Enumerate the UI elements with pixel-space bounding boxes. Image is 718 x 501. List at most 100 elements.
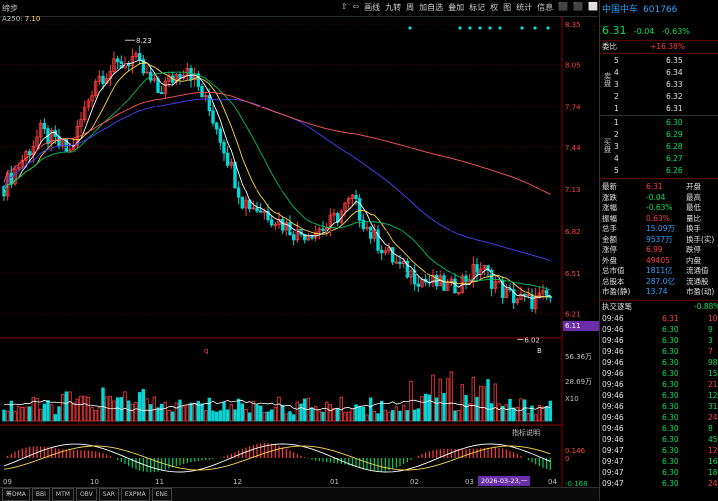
toolbar-item[interactable]: 权 xyxy=(490,3,499,12)
tick-row: 09:46 6.30 8 xyxy=(602,423,716,435)
volume-bar xyxy=(178,399,182,422)
stat-label-2: 换手(实) xyxy=(686,234,715,244)
volume-bar xyxy=(64,391,69,422)
stat-label: 涨停 xyxy=(602,245,617,254)
candle-body xyxy=(79,119,83,127)
volume-bar xyxy=(115,397,120,422)
wei-bi-row: 委比 +16.38% xyxy=(602,41,716,53)
window-control-icon[interactable]: ⬛ xyxy=(558,2,569,11)
candle-body xyxy=(93,80,98,97)
buy-label: 买盘 xyxy=(603,138,612,153)
indicator-tab[interactable]: SAR xyxy=(98,488,119,501)
window-control-icon[interactable]: ⬛ xyxy=(573,2,584,11)
price-pane[interactable] xyxy=(2,45,553,314)
ticks-header-pct: -0.88% xyxy=(694,302,718,311)
toolbar-item[interactable]: ⇦ xyxy=(352,2,360,11)
stat-value: 6.31 xyxy=(646,182,663,191)
volume-bar xyxy=(475,396,479,422)
candle-body xyxy=(328,214,333,229)
toolbar-item[interactable]: 叠加 xyxy=(448,3,465,12)
toolbar-item[interactable]: 周 xyxy=(406,3,415,12)
indicator-tab[interactable]: BBI xyxy=(31,488,50,501)
toolbar-item[interactable]: 统计 xyxy=(516,3,533,12)
tick-volume: 15 xyxy=(708,369,718,378)
signal-marker xyxy=(468,26,472,30)
toolbar-item[interactable]: 加自选 xyxy=(419,3,444,12)
divider xyxy=(600,300,718,301)
indicator-tab[interactable]: ENE xyxy=(151,488,172,501)
volume-bar xyxy=(148,404,153,422)
candle-body xyxy=(174,74,179,83)
candle-body xyxy=(49,130,54,144)
candle-body xyxy=(284,222,289,231)
toolbar-item[interactable]: 标记 xyxy=(469,3,486,12)
indicator-tab[interactable]: OBV xyxy=(75,488,97,501)
tick-volume: 31 xyxy=(708,402,718,411)
toolbar-item[interactable]: ⇧ xyxy=(340,2,348,11)
indicator-tab[interactable]: 筹DMA xyxy=(2,488,30,501)
candle-body xyxy=(251,207,256,210)
x-marker: q xyxy=(204,347,208,355)
volume-bar xyxy=(541,406,545,422)
volume-bar xyxy=(449,371,454,422)
candle-body xyxy=(130,56,135,66)
macd-dif-line xyxy=(3,443,551,473)
candle-body xyxy=(211,110,215,124)
volume-bar xyxy=(233,409,237,422)
toolbar-item[interactable]: 信息 xyxy=(537,3,554,12)
volume-bar xyxy=(2,409,6,422)
tick-time: 09:46 xyxy=(602,380,624,389)
volume-bar xyxy=(60,394,65,422)
candle-body xyxy=(159,92,164,95)
window-control-icon[interactable]: ⬜ xyxy=(588,2,598,11)
volume-bar xyxy=(376,413,380,422)
candle-body xyxy=(332,212,336,216)
signal-marker xyxy=(408,26,412,30)
volume-bar xyxy=(427,394,432,422)
stat-row: 最新 6.31 开盘 xyxy=(602,181,716,193)
tick-volume: 45 xyxy=(708,435,718,444)
stat-label: 外盘 xyxy=(602,255,617,265)
volume-bar xyxy=(354,404,358,422)
ask-level: 2 xyxy=(614,92,619,101)
volume-bar xyxy=(255,404,259,422)
price-change-pct: -0.63% xyxy=(661,27,690,36)
candle-body xyxy=(482,265,487,270)
ticks-header: 执交逐笔 -0.88% xyxy=(602,301,718,313)
signal-marker xyxy=(458,26,462,30)
volume-bar xyxy=(273,406,278,422)
candle-body xyxy=(405,260,410,278)
tick-time: 09:46 xyxy=(602,413,624,422)
tick-volume: 98 xyxy=(708,358,718,367)
stat-value: -0.04 xyxy=(646,192,666,202)
candle-body xyxy=(379,249,384,254)
indicator-title[interactable]: 指标说明 xyxy=(512,428,540,437)
volume-bar xyxy=(211,410,215,422)
signal-marker xyxy=(546,26,550,30)
volume-bar xyxy=(291,414,296,422)
volume-bar xyxy=(266,411,270,422)
volume-bar xyxy=(163,401,168,422)
ask-level: 5 xyxy=(614,56,619,65)
tick-time: 09:46 xyxy=(602,402,624,411)
toolbar-item[interactable]: 画线 xyxy=(364,3,381,12)
signal-marker xyxy=(520,26,524,30)
candle-body xyxy=(398,261,402,264)
stat-row: 市盈(静) 13.74 市盈(动) xyxy=(602,286,716,298)
stock-chart[interactable]: 8.35 8.05 7.74 7.44 7.13 6.82 6.51 6.21 8.23 6.02… xyxy=(0,16,598,487)
indicator-tab[interactable]: MTM xyxy=(51,488,74,501)
volume-bar xyxy=(387,411,391,422)
candle-body xyxy=(317,228,322,233)
tick-time: 09:46 xyxy=(602,325,624,334)
tick-time: 09:46 xyxy=(602,336,624,345)
volume-bar xyxy=(130,403,135,422)
toolbar-item[interactable]: 九转 xyxy=(385,3,402,12)
candle-body xyxy=(416,283,421,287)
volume-bar xyxy=(167,410,171,422)
bid-level: 1 xyxy=(614,118,619,127)
candle-body xyxy=(222,141,226,154)
volume-bar xyxy=(412,409,417,422)
bid-level: 3 xyxy=(614,142,619,151)
indicator-tab[interactable]: EXPMA xyxy=(120,488,150,501)
toolbar-item[interactable]: 图 xyxy=(503,3,512,12)
